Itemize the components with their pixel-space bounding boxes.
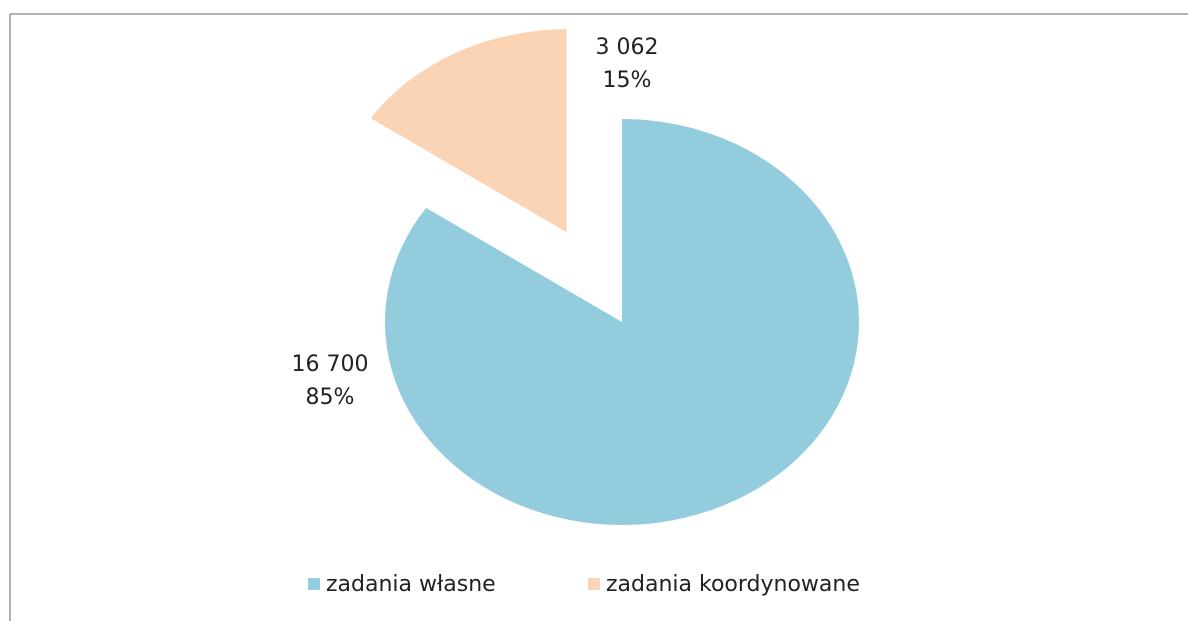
- legend-label: zadania własne: [326, 572, 496, 597]
- legend-swatch: [588, 578, 600, 590]
- pie-slice: [385, 119, 859, 525]
- legend-swatch: [308, 578, 320, 590]
- legend-label: zadania koordynowane: [606, 572, 860, 597]
- value-label: 3 062: [596, 35, 659, 60]
- percent-label: 15%: [603, 68, 652, 93]
- pie-slice: [370, 29, 567, 233]
- percent-label: 85%: [306, 385, 355, 410]
- value-label: 16 700: [292, 352, 369, 377]
